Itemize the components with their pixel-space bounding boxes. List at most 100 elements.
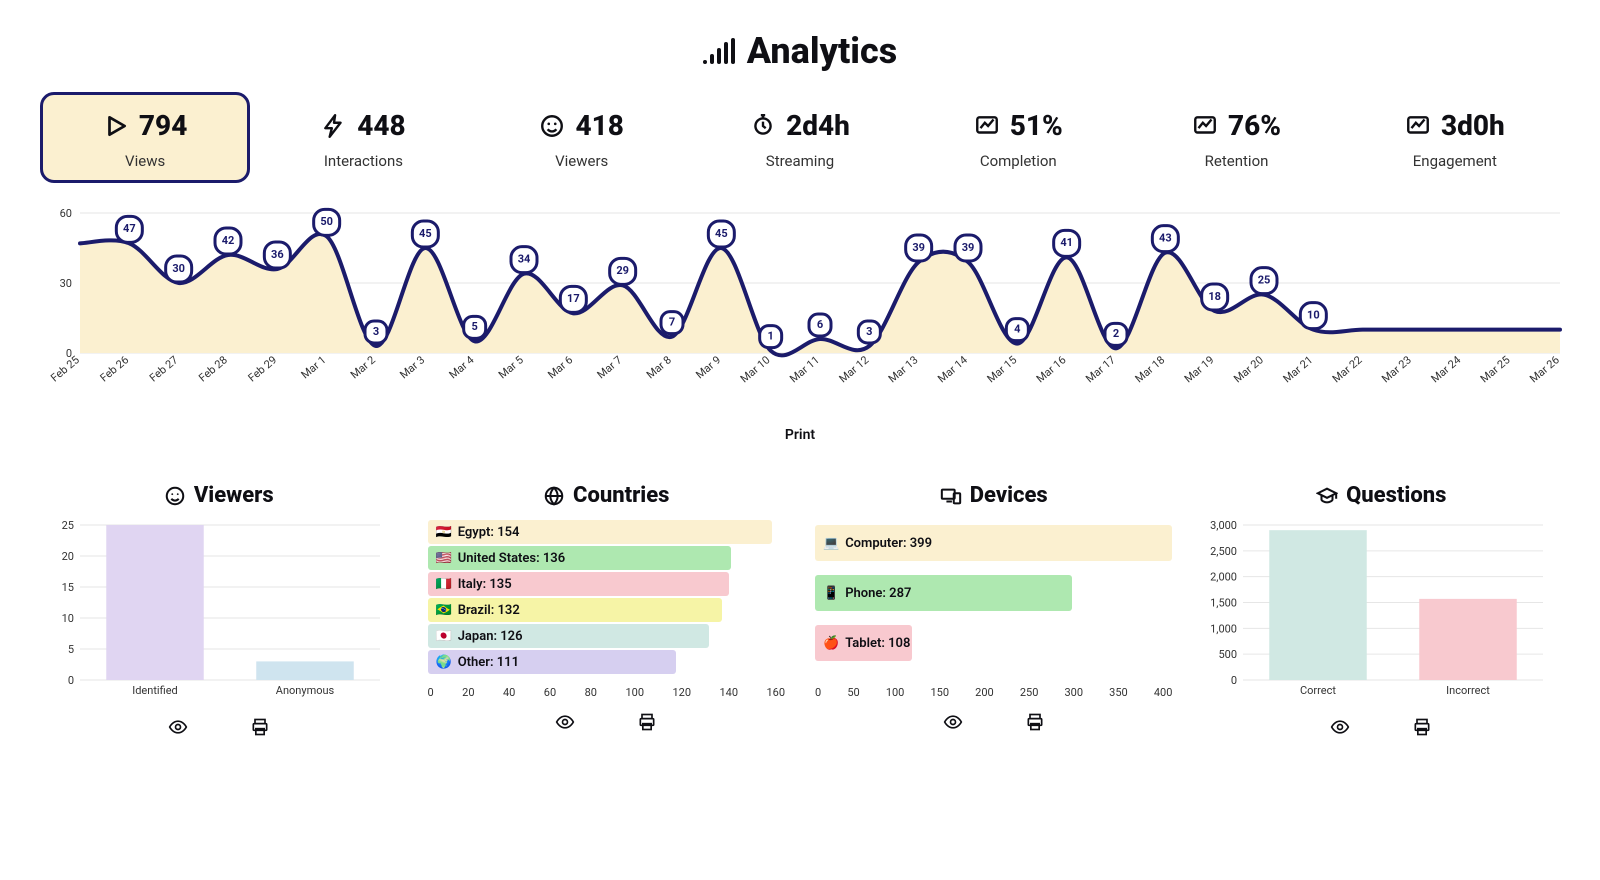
stat-label: Streaming <box>706 152 894 170</box>
svg-text:Mar 5: Mar 5 <box>496 353 526 381</box>
hbar-label: Tablet: 108 <box>845 636 910 651</box>
hbar-label: Computer: 399 <box>845 536 932 551</box>
stat-card-interactions[interactable]: 448Interactions <box>258 92 468 183</box>
svg-text:Feb 28: Feb 28 <box>196 353 230 384</box>
stats-row: 794Views448Interactions418Viewers 2d4h Str… <box>40 92 1560 183</box>
questions-chart: 05001,0001,5002,0002,5003,000CorrectInco… <box>1203 520 1543 700</box>
chart-icon <box>1405 113 1431 139</box>
svg-text:7: 7 <box>669 316 675 329</box>
x-tick: 160 <box>766 686 785 699</box>
stat-card-views[interactable]: 794Views <box>40 92 250 183</box>
svg-text:30: 30 <box>60 277 72 290</box>
questions-toolbar <box>1203 716 1561 738</box>
x-tick: 200 <box>975 686 994 699</box>
svg-text:Mar 15: Mar 15 <box>985 353 1020 385</box>
stat-value: 3d0h <box>1441 109 1505 142</box>
devices-title-text: Devices <box>970 483 1048 508</box>
x-tick: 40 <box>503 686 515 699</box>
main-chart: 03060Feb 25Feb 26Feb 27Feb 28Feb 29Mar 1… <box>80 203 1550 397</box>
stat-label: Completion <box>924 152 1112 170</box>
print-button[interactable] <box>1024 711 1046 733</box>
svg-text:Mar 7: Mar 7 <box>595 353 625 381</box>
hbar-fill: 🌍Other: 111 <box>428 650 676 674</box>
svg-text:Mar 11: Mar 11 <box>787 353 822 385</box>
x-tick: 250 <box>1020 686 1039 699</box>
svg-text:Mar 24: Mar 24 <box>1429 353 1464 385</box>
svg-text:45: 45 <box>715 227 728 240</box>
print-button[interactable] <box>249 716 271 738</box>
view-button[interactable] <box>942 711 964 733</box>
questions-title-text: Questions <box>1346 483 1446 508</box>
svg-text:17: 17 <box>567 292 580 305</box>
svg-text:Mar 21: Mar 21 <box>1281 353 1316 385</box>
devices-title: Devices <box>815 483 1173 508</box>
svg-text:Feb 29: Feb 29 <box>246 353 280 384</box>
hbar-label: Brazil: 132 <box>458 603 520 618</box>
svg-text:Mar 12: Mar 12 <box>837 353 872 385</box>
stat-card-retention[interactable]: 76%Retention <box>1131 92 1341 183</box>
viewers-chart: 0510152025IdentifiedAnonymous <box>40 520 380 700</box>
svg-text:3: 3 <box>866 325 872 338</box>
svg-text:1,500: 1,500 <box>1210 597 1237 610</box>
svg-text:20: 20 <box>62 550 74 563</box>
print-button[interactable] <box>636 711 658 733</box>
globe-icon <box>543 485 565 507</box>
devices-chart: 💻 Computer: 399 📱 Phone: 287 🍎 Tablet: 108 <box>815 520 1173 680</box>
stat-card-completion[interactable]: 51% Completion <box>913 92 1123 183</box>
chart-icon <box>1192 113 1218 139</box>
main-chart-svg: 03060Feb 25Feb 26Feb 27Feb 28Feb 29Mar 1… <box>80 203 1560 393</box>
svg-text:Mar 20: Mar 20 <box>1231 353 1266 385</box>
devices-x-axis: 050100150200250300350400 <box>815 686 1173 699</box>
graduation-cap-icon <box>1316 485 1338 507</box>
flag-icon: 💻 <box>823 536 839 551</box>
print-button[interactable] <box>1411 716 1433 738</box>
flag-icon: 📱 <box>823 586 839 601</box>
x-tick: 60 <box>544 686 556 699</box>
view-button[interactable] <box>167 716 189 738</box>
hbar-fill: 💻 Computer: 399 <box>815 525 1172 561</box>
x-tick: 100 <box>886 686 905 699</box>
questions-title: Questions <box>1203 483 1561 508</box>
stat-card-engagement[interactable]: 3d0hEngagement <box>1350 92 1560 183</box>
hbar-row: 🇯🇵Japan: 126 <box>428 624 786 648</box>
x-tick: 300 <box>1065 686 1084 699</box>
stat-label: Viewers <box>488 152 676 170</box>
svg-text:34: 34 <box>518 253 531 266</box>
svg-text:5: 5 <box>68 643 74 656</box>
svg-text:60: 60 <box>60 207 72 220</box>
hbar-row: 🇪🇬Egypt: 154 <box>428 520 786 544</box>
stat-card-viewers[interactable]: 418Viewers <box>477 92 687 183</box>
svg-text:1,000: 1,000 <box>1210 622 1237 635</box>
hbar-label: Phone: 287 <box>845 586 911 601</box>
x-tick: 350 <box>1109 686 1128 699</box>
stat-label: Retention <box>1142 152 1330 170</box>
x-tick: 120 <box>672 686 691 699</box>
x-tick: 150 <box>930 686 949 699</box>
x-tick: 20 <box>462 686 474 699</box>
countries-x-axis: 020406080100120140160 <box>428 686 786 699</box>
hbar-row: 📱 Phone: 287 <box>815 575 1173 611</box>
stat-value: 51% <box>1010 109 1063 142</box>
stat-card-streaming[interactable]: 2d4h Streaming <box>695 92 905 183</box>
svg-text:2: 2 <box>1113 327 1119 340</box>
svg-text:0: 0 <box>1230 674 1236 687</box>
hbar-row: 🇺🇸United States: 136 <box>428 546 786 570</box>
flag-icon: 🍎 <box>823 636 839 651</box>
svg-text:Mar 25: Mar 25 <box>1478 353 1513 385</box>
svg-text:4: 4 <box>1014 323 1021 336</box>
devices-toolbar <box>815 711 1173 733</box>
stat-value: 2d4h <box>786 109 850 142</box>
x-tick: 140 <box>719 686 738 699</box>
chart-icon <box>974 113 1000 139</box>
svg-text:42: 42 <box>222 234 235 247</box>
hbar-fill: 🍎 Tablet: 108 <box>815 625 912 661</box>
view-button[interactable] <box>554 711 576 733</box>
svg-text:Mar 23: Mar 23 <box>1379 353 1414 385</box>
svg-text:45: 45 <box>419 227 432 240</box>
svg-text:5: 5 <box>472 320 478 333</box>
svg-text:Mar 26: Mar 26 <box>1527 353 1562 385</box>
hbar-label: Japan: 126 <box>458 629 523 644</box>
view-button[interactable] <box>1329 716 1351 738</box>
svg-text:47: 47 <box>123 222 136 235</box>
svg-text:39: 39 <box>912 241 925 254</box>
